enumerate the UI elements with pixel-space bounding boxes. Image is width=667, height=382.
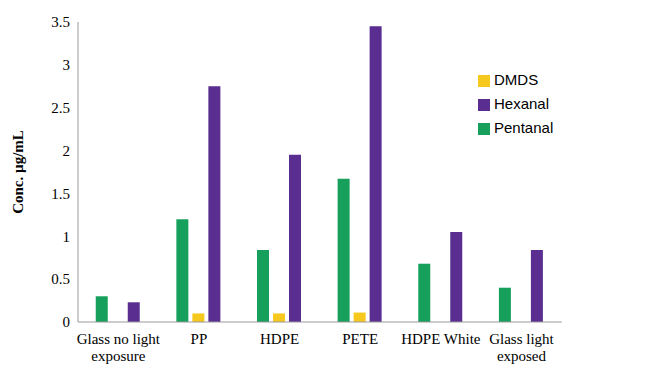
svg-text:2.5: 2.5: [51, 100, 70, 116]
svg-text:2: 2: [63, 143, 71, 159]
svg-text:1: 1: [63, 229, 71, 245]
svg-text:3: 3: [63, 57, 71, 73]
html-text:Hexanal: Hexanal: [494, 95, 549, 112]
svg-text:Conc. µg/mL: Conc. µg/mL: [10, 130, 26, 214]
svg-text:Glass lightexposed: Glass lightexposed: [489, 331, 554, 364]
html-text:Pentanal: Pentanal: [494, 119, 554, 136]
svg-text:Glass no lightexposure: Glass no lightexposure: [77, 331, 161, 364]
html-text:DMDS: DMDS: [494, 71, 539, 88]
svg-text:0: 0: [63, 314, 71, 330]
svg-text:PETE: PETE: [342, 331, 378, 347]
svg-text:HDPE White: HDPE White: [401, 331, 481, 347]
svg-text:3.5: 3.5: [51, 14, 70, 30]
svg-text:0.5: 0.5: [51, 271, 70, 287]
svg-text:1.5: 1.5: [51, 186, 70, 202]
svg-text:HDPE: HDPE: [260, 331, 299, 347]
svg-text:PP: PP: [191, 331, 208, 347]
